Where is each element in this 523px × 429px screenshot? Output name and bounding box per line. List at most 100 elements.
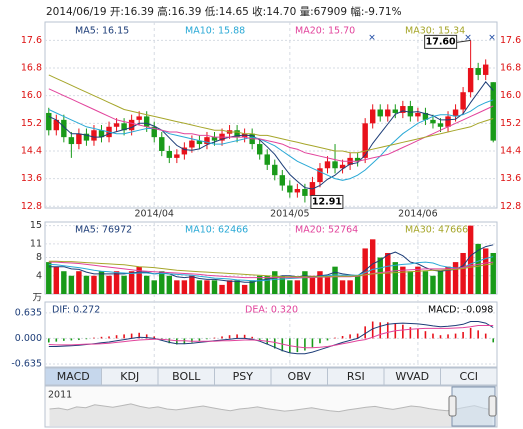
volume-bar — [287, 280, 293, 294]
volume-bar — [249, 280, 255, 294]
volume-bar — [430, 275, 436, 294]
overview-label: 2011 — [48, 390, 72, 401]
volume-bar — [400, 266, 406, 294]
min-label: 12.91 — [312, 196, 342, 207]
volume-bar — [415, 266, 421, 294]
price-panel — [44, 21, 498, 209]
tab-label[interactable]: WVAD — [395, 370, 429, 383]
candle-body — [272, 164, 278, 176]
candle-body — [400, 106, 406, 113]
volume-bar — [189, 275, 195, 294]
candle-body — [136, 116, 142, 120]
legend-label: MA30: 15.34 — [405, 26, 465, 37]
candle-body — [287, 185, 293, 193]
volume-bar — [272, 271, 278, 294]
volume-bar — [317, 271, 323, 294]
volume-bar — [121, 275, 127, 294]
volume-bar — [377, 257, 383, 294]
candle-body — [113, 123, 120, 127]
candle-body — [181, 147, 188, 155]
candle-body — [482, 64, 489, 75]
annotation-box — [310, 194, 344, 209]
candle-body — [407, 106, 414, 117]
y-tick-label: 15.2 — [500, 118, 521, 129]
annotation-box — [424, 34, 458, 49]
tab-label[interactable]: RSI — [347, 370, 365, 383]
legend-label: MACD: -0.098 — [428, 305, 493, 316]
volume-bar — [490, 252, 496, 294]
volume-bar — [159, 271, 165, 294]
y-tick-label: 17.6 — [21, 35, 42, 46]
volume-bar — [91, 275, 97, 294]
candle-body — [467, 68, 474, 93]
candle-body — [377, 109, 383, 117]
candle-body — [151, 126, 157, 138]
candle-body — [61, 119, 67, 138]
volume-bar — [460, 252, 466, 294]
legend-label: MA5: 76972 — [75, 225, 132, 236]
volume-bar — [264, 275, 270, 294]
volume-bar — [211, 280, 218, 294]
overview-line — [49, 403, 493, 413]
y-tick-label: 11 — [30, 238, 42, 249]
legend-label: DEA: 0.320 — [245, 305, 298, 316]
volume-bar — [347, 280, 353, 294]
volume-bar — [362, 248, 368, 294]
candle-body — [460, 92, 466, 110]
volume-bar — [136, 266, 142, 294]
y-tick-label: 16.0 — [21, 90, 42, 101]
tab[interactable] — [440, 367, 498, 386]
legend-label: MA30: 47666 — [405, 225, 468, 236]
legend-label: MA20: 52764 — [295, 225, 358, 236]
candle-body — [369, 109, 376, 124]
candle-body — [91, 130, 97, 141]
y-tick-label: -0.635 — [11, 358, 42, 369]
quote-info: 2014/06/19 开:16.39 高:16.39 低:14.65 收:14.… — [46, 5, 402, 18]
volume-bar — [68, 275, 75, 294]
ma-line — [48, 80, 494, 190]
tab-label[interactable]: MACD — [57, 370, 90, 383]
tab-label[interactable]: BOLL — [172, 370, 201, 383]
candle-body — [196, 140, 203, 145]
volume-bar — [151, 280, 157, 294]
annotation-leader — [456, 39, 471, 43]
volume-bar — [143, 275, 150, 294]
candle-body — [445, 116, 451, 127]
marker: ✕ — [368, 34, 376, 44]
candle-body — [264, 154, 270, 165]
volume-bar — [475, 243, 481, 294]
volume-bar — [407, 271, 414, 294]
volume-bar — [467, 225, 474, 294]
candle-body — [159, 137, 165, 151]
volume-bar — [309, 275, 316, 294]
candle-body — [422, 112, 429, 120]
y-tick-label: 15 — [30, 220, 42, 231]
tab-label[interactable]: KDJ — [120, 370, 139, 383]
candle-body — [452, 109, 459, 117]
volume-bar — [196, 280, 203, 294]
legend-label: MA20: 15.70 — [295, 26, 355, 37]
volume-bar — [437, 271, 444, 294]
candle-body — [121, 123, 127, 131]
volume-bar — [166, 275, 173, 294]
volume-bar — [98, 271, 105, 294]
volume-bar — [226, 280, 233, 294]
tab-label[interactable]: OBV — [288, 370, 312, 383]
y-tick-label: 17.6 — [500, 35, 521, 46]
candle-body — [53, 119, 60, 131]
volume-bar — [113, 271, 120, 294]
volume-bar — [256, 275, 263, 294]
tab-label[interactable]: CCI — [459, 370, 478, 383]
volume-bar — [279, 275, 286, 294]
candle-body — [174, 154, 180, 158]
marker: ✕ — [488, 34, 496, 44]
tab-label[interactable]: PSY — [233, 370, 254, 383]
ma-line — [48, 256, 494, 282]
volume-bar — [106, 275, 112, 294]
candle-body — [415, 112, 421, 117]
y-tick-label: 0.000 — [15, 333, 42, 344]
y-tick-label: 14.4 — [21, 145, 42, 156]
candle-body — [392, 109, 399, 113]
volume-bar — [422, 271, 429, 294]
